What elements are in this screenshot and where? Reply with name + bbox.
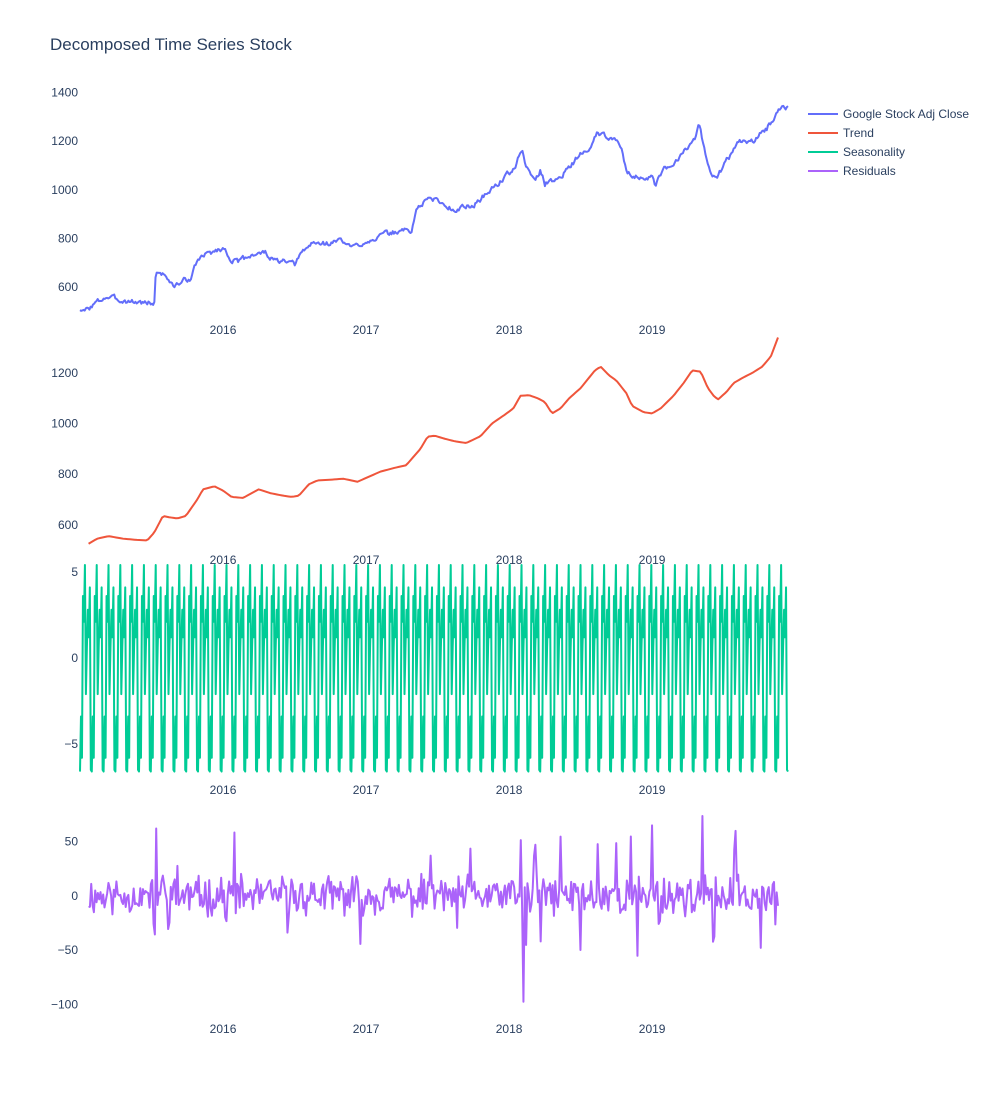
x-tick-label: 2018	[496, 553, 523, 567]
legend-item[interactable]: Trend	[808, 126, 874, 140]
y-tick-label: 1000	[51, 183, 78, 197]
y-tick-label: −5	[64, 737, 78, 751]
chart-title: Decomposed Time Series Stock	[50, 35, 292, 54]
y-tick-label: 5	[71, 565, 78, 579]
x-tick-label: 2019	[639, 553, 666, 567]
y-tick-label: 1000	[51, 417, 78, 431]
subplot-seasonality: −5 0 5 2016 2017 2018 2019	[64, 564, 789, 797]
legend-item[interactable]: Residuals	[808, 164, 896, 178]
subplots: 600 800 1000 1200 1400 2016 2017 2018 2019 600 800…	[51, 86, 789, 1036]
series-line-seasonality	[79, 564, 789, 773]
x-tick-label: 2019	[639, 783, 666, 797]
y-tick-label: 50	[65, 834, 79, 848]
y-tick-label: 1200	[51, 366, 78, 380]
x-tick-label: 2017	[353, 323, 380, 337]
legend-label: Residuals	[843, 164, 896, 178]
legend-label: Trend	[843, 126, 874, 140]
legend-label: Seasonality	[843, 145, 905, 159]
x-tick-label: 2017	[353, 1022, 380, 1036]
subplot-residuals: −100 −50 0 50 2016 2017 2018 2019	[51, 815, 779, 1036]
x-tick-label: 2018	[496, 1022, 523, 1036]
subplot-trend: 600 800 1000 1200 2016 2017 2018 2019	[51, 337, 779, 567]
y-tick-label: 0	[71, 651, 78, 665]
x-tick-label: 2019	[639, 323, 666, 337]
y-tick-label: 1200	[51, 134, 78, 148]
series-line-trend	[88, 337, 779, 545]
series-line-residuals	[88, 815, 779, 1003]
y-tick-label: 1400	[51, 86, 78, 100]
x-tick-label: 2016	[210, 553, 237, 567]
legend-item[interactable]: Seasonality	[808, 145, 905, 159]
y-tick-label: 600	[58, 518, 78, 532]
y-tick-label: 800	[58, 467, 78, 481]
x-tick-label: 2016	[210, 323, 237, 337]
legend[interactable]: Google Stock Adj Close Trend Seasonality Re…	[808, 107, 969, 178]
x-tick-label: 2017	[353, 783, 380, 797]
y-tick-label: −50	[58, 943, 79, 957]
legend-item[interactable]: Google Stock Adj Close	[808, 107, 969, 121]
subplot-google-stock-adj-close: 600 800 1000 1200 1400 2016 2017 2018 2019	[51, 86, 789, 337]
x-tick-label: 2018	[496, 783, 523, 797]
series-line-google-stock-adj-close	[79, 104, 789, 312]
x-tick-label: 2019	[639, 1022, 666, 1036]
y-tick-label: −100	[51, 998, 78, 1012]
legend-label: Google Stock Adj Close	[843, 107, 969, 121]
x-tick-label: 2016	[210, 783, 237, 797]
x-tick-label: 2017	[353, 553, 380, 567]
y-tick-label: 600	[58, 280, 78, 294]
x-tick-label: 2018	[496, 323, 523, 337]
y-tick-label: 0	[71, 889, 78, 903]
y-tick-label: 800	[58, 231, 78, 245]
x-tick-label: 2016	[210, 1022, 237, 1036]
